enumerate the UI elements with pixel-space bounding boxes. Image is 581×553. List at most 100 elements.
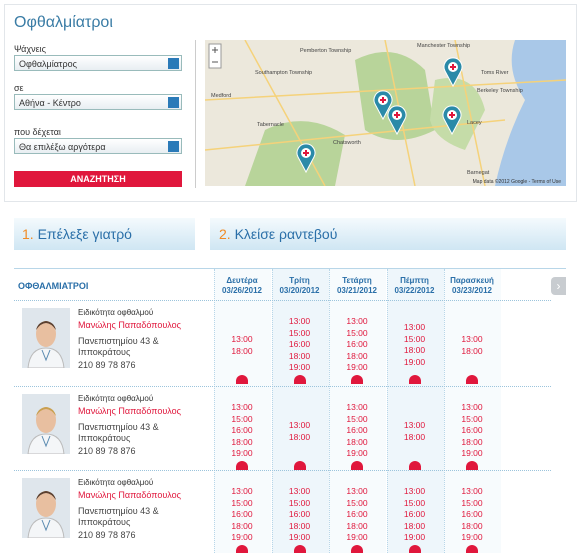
time-slot[interactable]: 18:00 (461, 520, 483, 531)
time-slot[interactable]: 15:00 (288, 327, 311, 338)
doctor-address: Πανεπιστημίου 43 & (78, 506, 159, 516)
time-slot[interactable]: 16:00 (346, 339, 368, 349)
field-label: που δέχεται (14, 127, 61, 137)
more-button[interactable] (293, 375, 306, 384)
time-slot[interactable]: 13:00 (403, 486, 426, 496)
doctor-specialty: Ειδικότητα οφθαλμού (78, 394, 154, 403)
time-slot[interactable]: 18:00 (288, 350, 311, 361)
more-button[interactable] (236, 461, 248, 470)
time-slot[interactable]: 15:00 (231, 413, 253, 424)
time-slot[interactable]: 16:00 (346, 509, 368, 519)
time-slot[interactable]: 18:00 (346, 436, 368, 447)
select[interactable]: Αθήνα - Κέντρο (14, 94, 182, 110)
time-slot[interactable]: 18:00 (231, 345, 253, 356)
time-slot[interactable]: 15:00 (346, 327, 368, 338)
time-slot[interactable]: 13:00 (461, 334, 483, 344)
time-slot[interactable]: 19:00 (288, 532, 311, 542)
time-slot[interactable]: 15:00 (288, 497, 311, 508)
time-slot[interactable]: 18:00 (288, 431, 311, 442)
more-button[interactable] (408, 375, 421, 384)
more-button[interactable] (408, 461, 421, 470)
time-slot[interactable]: 19:00 (461, 448, 483, 458)
time-slot[interactable]: 19:00 (403, 356, 426, 367)
time-slot[interactable]: 16:00 (231, 509, 253, 519)
time-slot[interactable]: 13:00 (231, 402, 253, 412)
time-slot[interactable]: 18:00 (346, 350, 368, 361)
map-attribution: Map data ©2012 Google - Terms of Use (473, 178, 562, 185)
time-slot[interactable]: 19:00 (231, 448, 253, 458)
time-slot[interactable]: 16:00 (461, 425, 483, 435)
more-button[interactable] (466, 545, 478, 553)
more-button[interactable] (293, 545, 306, 553)
time-slot[interactable]: 15:00 (403, 333, 426, 344)
time-slot[interactable]: 18:00 (346, 520, 368, 531)
time-slot[interactable]: 13:00 (346, 402, 368, 412)
more-button[interactable] (351, 461, 363, 470)
time-slot[interactable]: 18:00 (403, 345, 426, 355)
time-slot[interactable]: 16:00 (288, 509, 311, 519)
more-button[interactable] (293, 461, 306, 470)
time-slot[interactable]: 18:00 (403, 520, 426, 531)
time-slot[interactable]: 19:00 (403, 532, 426, 542)
more-button[interactable] (351, 545, 363, 553)
more-button[interactable] (408, 545, 421, 553)
time-slot[interactable]: 15:00 (346, 413, 368, 424)
more-button[interactable] (351, 375, 363, 384)
time-slot[interactable]: 13:00 (403, 322, 426, 332)
time-slot[interactable]: 13:00 (461, 402, 483, 412)
time-slot[interactable]: 13:00 (403, 420, 426, 430)
map-label: Southampton Township (255, 70, 312, 76)
time-slot[interactable]: 13:00 (288, 316, 311, 326)
time-slot[interactable]: 13:00 (346, 316, 368, 326)
row-separator (14, 386, 551, 387)
time-slot[interactable]: 19:00 (346, 362, 368, 372)
time-slot[interactable]: 18:00 (403, 431, 426, 442)
day-name: Τετάρτη (342, 276, 372, 285)
step-label: Κλείσε ραντεβού (234, 226, 338, 242)
time-slot[interactable]: 16:00 (346, 425, 368, 435)
time-slot[interactable]: 16:00 (461, 509, 483, 519)
time-slot[interactable]: 13:00 (346, 486, 368, 496)
time-slot[interactable]: 13:00 (288, 486, 311, 496)
time-slot[interactable]: 16:00 (231, 425, 253, 435)
step-number: 2. (219, 226, 231, 242)
time-slot[interactable]: 13:00 (231, 334, 253, 344)
select-arrow (168, 97, 179, 108)
more-button[interactable] (466, 461, 478, 470)
step-label: Επέλεξε γιατρό (37, 226, 132, 242)
more-button[interactable] (236, 545, 248, 553)
time-slot[interactable]: 15:00 (461, 413, 483, 424)
search-button[interactable]: ΑΝΑΖΗΤΗΣΗ (14, 171, 182, 187)
time-slot[interactable]: 15:00 (346, 497, 368, 508)
time-slot[interactable]: 19:00 (231, 532, 253, 542)
step-title: 1. Επέλεξε γιατρό (22, 226, 132, 242)
time-slot[interactable]: 19:00 (346, 532, 368, 542)
map[interactable]: Pemberton Township Manchester Township Tom… (205, 40, 566, 186)
time-slot[interactable]: 18:00 (461, 436, 483, 447)
more-button[interactable] (236, 375, 248, 384)
time-slot[interactable]: 15:00 (403, 497, 426, 508)
time-slot[interactable]: 18:00 (288, 520, 311, 531)
time-slot[interactable]: 16:00 (403, 509, 426, 519)
time-slot[interactable]: 18:00 (231, 520, 253, 531)
doctor-specialty: Ειδικότητα οφθαλμού (78, 478, 154, 487)
time-slot[interactable]: 13:00 (288, 420, 311, 430)
select[interactable]: Θα επιλέξω αργότερα (14, 138, 182, 154)
time-slot[interactable]: 13:00 (461, 486, 483, 496)
time-slot[interactable]: 19:00 (461, 532, 483, 542)
more-button[interactable] (466, 375, 478, 384)
next-button[interactable]: › (551, 277, 566, 295)
doctor-specialty: Ειδικότητα οφθαλμού (78, 308, 154, 317)
time-slot[interactable]: 18:00 (231, 436, 253, 447)
time-slot[interactable]: 13:00 (231, 486, 253, 496)
time-slot[interactable]: 15:00 (231, 497, 253, 508)
time-slot[interactable]: 16:00 (288, 339, 311, 349)
time-slot[interactable]: 15:00 (461, 497, 483, 508)
time-slot[interactable]: 19:00 (288, 362, 311, 372)
time-slot[interactable]: 18:00 (461, 345, 483, 356)
select[interactable]: Οφθαλμίατρος (14, 55, 182, 71)
table-heading: ΟΦΘΑΛΜΙΑΤΡΟΙ (18, 281, 89, 291)
row-separator (14, 300, 551, 301)
time-slot[interactable]: 19:00 (346, 448, 368, 458)
map-label: Barnegat (467, 170, 490, 176)
